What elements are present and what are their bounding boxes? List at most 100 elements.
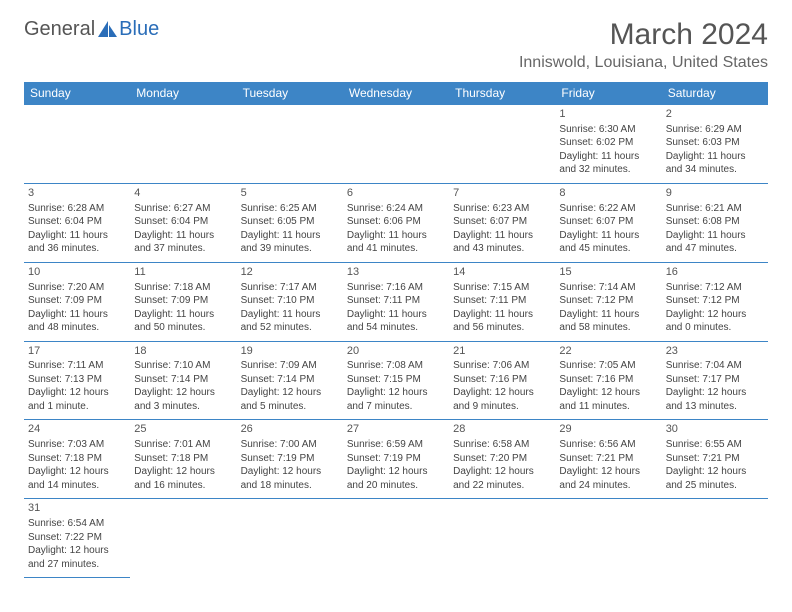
sunrise-text: Sunrise: 7:03 AM bbox=[28, 438, 126, 452]
sunrise-text: Sunrise: 6:23 AM bbox=[453, 202, 551, 216]
location-label: Inniswold, Louisiana, United States bbox=[519, 54, 768, 72]
sunset-text: Sunset: 7:09 PM bbox=[134, 294, 232, 308]
calendar-cell: 13Sunrise: 7:16 AMSunset: 7:11 PMDayligh… bbox=[343, 262, 449, 341]
calendar-cell: 6Sunrise: 6:24 AMSunset: 6:06 PMDaylight… bbox=[343, 183, 449, 262]
day-number: 21 bbox=[453, 344, 551, 359]
daylight-text: Daylight: 12 hours and 9 minutes. bbox=[453, 386, 551, 413]
sunset-text: Sunset: 7:09 PM bbox=[28, 294, 126, 308]
calendar-cell: 29Sunrise: 6:56 AMSunset: 7:21 PMDayligh… bbox=[555, 420, 661, 499]
calendar-cell: 23Sunrise: 7:04 AMSunset: 7:17 PMDayligh… bbox=[662, 341, 768, 420]
daylight-text: Daylight: 12 hours and 5 minutes. bbox=[241, 386, 339, 413]
day-number: 17 bbox=[28, 344, 126, 359]
sunset-text: Sunset: 7:21 PM bbox=[666, 452, 764, 466]
calendar-cell: 18Sunrise: 7:10 AMSunset: 7:14 PMDayligh… bbox=[130, 341, 236, 420]
calendar-cell: 30Sunrise: 6:55 AMSunset: 7:21 PMDayligh… bbox=[662, 420, 768, 499]
sail-icon bbox=[97, 20, 119, 40]
sunrise-text: Sunrise: 6:24 AM bbox=[347, 202, 445, 216]
calendar-cell: 7Sunrise: 6:23 AMSunset: 6:07 PMDaylight… bbox=[449, 183, 555, 262]
calendar-cell bbox=[237, 105, 343, 184]
sunrise-text: Sunrise: 7:09 AM bbox=[241, 359, 339, 373]
daylight-text: Daylight: 12 hours and 0 minutes. bbox=[666, 308, 764, 335]
calendar-cell: 19Sunrise: 7:09 AMSunset: 7:14 PMDayligh… bbox=[237, 341, 343, 420]
sunset-text: Sunset: 6:05 PM bbox=[241, 215, 339, 229]
calendar-cell: 15Sunrise: 7:14 AMSunset: 7:12 PMDayligh… bbox=[555, 262, 661, 341]
day-number: 26 bbox=[241, 422, 339, 437]
calendar-cell: 12Sunrise: 7:17 AMSunset: 7:10 PMDayligh… bbox=[237, 262, 343, 341]
sunrise-text: Sunrise: 6:59 AM bbox=[347, 438, 445, 452]
calendar-cell: 2Sunrise: 6:29 AMSunset: 6:03 PMDaylight… bbox=[662, 105, 768, 184]
day-number: 4 bbox=[134, 186, 232, 201]
sunrise-text: Sunrise: 7:10 AM bbox=[134, 359, 232, 373]
daylight-text: Daylight: 12 hours and 13 minutes. bbox=[666, 386, 764, 413]
day-number: 20 bbox=[347, 344, 445, 359]
daylight-text: Daylight: 12 hours and 11 minutes. bbox=[559, 386, 657, 413]
day-number: 16 bbox=[666, 265, 764, 280]
sunrise-text: Sunrise: 6:27 AM bbox=[134, 202, 232, 216]
calendar-cell bbox=[130, 105, 236, 184]
sunset-text: Sunset: 6:04 PM bbox=[28, 215, 126, 229]
sunrise-text: Sunrise: 7:18 AM bbox=[134, 281, 232, 295]
daylight-text: Daylight: 11 hours and 45 minutes. bbox=[559, 229, 657, 256]
daylight-text: Daylight: 11 hours and 41 minutes. bbox=[347, 229, 445, 256]
day-number: 1 bbox=[559, 107, 657, 122]
sunset-text: Sunset: 7:21 PM bbox=[559, 452, 657, 466]
calendar-cell bbox=[24, 105, 130, 184]
sunset-text: Sunset: 7:19 PM bbox=[241, 452, 339, 466]
sunrise-text: Sunrise: 6:22 AM bbox=[559, 202, 657, 216]
day-number: 11 bbox=[134, 265, 232, 280]
calendar-cell: 28Sunrise: 6:58 AMSunset: 7:20 PMDayligh… bbox=[449, 420, 555, 499]
sunrise-text: Sunrise: 6:54 AM bbox=[28, 517, 126, 531]
calendar-cell: 31Sunrise: 6:54 AMSunset: 7:22 PMDayligh… bbox=[24, 499, 130, 578]
daylight-text: Daylight: 11 hours and 34 minutes. bbox=[666, 150, 764, 177]
daylight-text: Daylight: 12 hours and 18 minutes. bbox=[241, 465, 339, 492]
sunrise-text: Sunrise: 7:15 AM bbox=[453, 281, 551, 295]
calendar-cell: 25Sunrise: 7:01 AMSunset: 7:18 PMDayligh… bbox=[130, 420, 236, 499]
calendar-cell bbox=[237, 499, 343, 578]
sunrise-text: Sunrise: 6:30 AM bbox=[559, 123, 657, 137]
calendar-cell: 17Sunrise: 7:11 AMSunset: 7:13 PMDayligh… bbox=[24, 341, 130, 420]
day-header-row: SundayMondayTuesdayWednesdayThursdayFrid… bbox=[24, 82, 768, 105]
calendar-cell bbox=[343, 105, 449, 184]
day-header: Thursday bbox=[449, 82, 555, 105]
day-number: 7 bbox=[453, 186, 551, 201]
daylight-text: Daylight: 11 hours and 37 minutes. bbox=[134, 229, 232, 256]
day-number: 27 bbox=[347, 422, 445, 437]
sunset-text: Sunset: 7:16 PM bbox=[453, 373, 551, 387]
calendar-cell: 10Sunrise: 7:20 AMSunset: 7:09 PMDayligh… bbox=[24, 262, 130, 341]
calendar-cell: 4Sunrise: 6:27 AMSunset: 6:04 PMDaylight… bbox=[130, 183, 236, 262]
day-number: 24 bbox=[28, 422, 126, 437]
calendar-cell: 14Sunrise: 7:15 AMSunset: 7:11 PMDayligh… bbox=[449, 262, 555, 341]
day-number: 29 bbox=[559, 422, 657, 437]
sunset-text: Sunset: 7:10 PM bbox=[241, 294, 339, 308]
sunset-text: Sunset: 6:07 PM bbox=[559, 215, 657, 229]
daylight-text: Daylight: 11 hours and 48 minutes. bbox=[28, 308, 126, 335]
calendar-cell bbox=[662, 499, 768, 578]
day-number: 22 bbox=[559, 344, 657, 359]
sunset-text: Sunset: 6:04 PM bbox=[134, 215, 232, 229]
brand-word-1: General bbox=[24, 18, 95, 41]
calendar-week: 10Sunrise: 7:20 AMSunset: 7:09 PMDayligh… bbox=[24, 262, 768, 341]
daylight-text: Daylight: 11 hours and 58 minutes. bbox=[559, 308, 657, 335]
day-number: 8 bbox=[559, 186, 657, 201]
calendar-week: 24Sunrise: 7:03 AMSunset: 7:18 PMDayligh… bbox=[24, 420, 768, 499]
daylight-text: Daylight: 12 hours and 16 minutes. bbox=[134, 465, 232, 492]
calendar-cell bbox=[449, 105, 555, 184]
calendar-cell: 21Sunrise: 7:06 AMSunset: 7:16 PMDayligh… bbox=[449, 341, 555, 420]
sunrise-text: Sunrise: 7:11 AM bbox=[28, 359, 126, 373]
sunrise-text: Sunrise: 6:25 AM bbox=[241, 202, 339, 216]
sunrise-text: Sunrise: 7:00 AM bbox=[241, 438, 339, 452]
sunset-text: Sunset: 6:02 PM bbox=[559, 136, 657, 150]
sunset-text: Sunset: 7:12 PM bbox=[559, 294, 657, 308]
sunset-text: Sunset: 7:18 PM bbox=[134, 452, 232, 466]
sunrise-text: Sunrise: 7:06 AM bbox=[453, 359, 551, 373]
day-number: 25 bbox=[134, 422, 232, 437]
sunrise-text: Sunrise: 7:01 AM bbox=[134, 438, 232, 452]
calendar-cell: 5Sunrise: 6:25 AMSunset: 6:05 PMDaylight… bbox=[237, 183, 343, 262]
sunset-text: Sunset: 7:19 PM bbox=[347, 452, 445, 466]
calendar-week: 31Sunrise: 6:54 AMSunset: 7:22 PMDayligh… bbox=[24, 499, 768, 578]
sunset-text: Sunset: 6:03 PM bbox=[666, 136, 764, 150]
calendar-cell: 3Sunrise: 6:28 AMSunset: 6:04 PMDaylight… bbox=[24, 183, 130, 262]
calendar-week: 1Sunrise: 6:30 AMSunset: 6:02 PM Daylight… bbox=[24, 105, 768, 184]
calendar-cell: 9Sunrise: 6:21 AMSunset: 6:08 PMDaylight… bbox=[662, 183, 768, 262]
day-header: Tuesday bbox=[237, 82, 343, 105]
